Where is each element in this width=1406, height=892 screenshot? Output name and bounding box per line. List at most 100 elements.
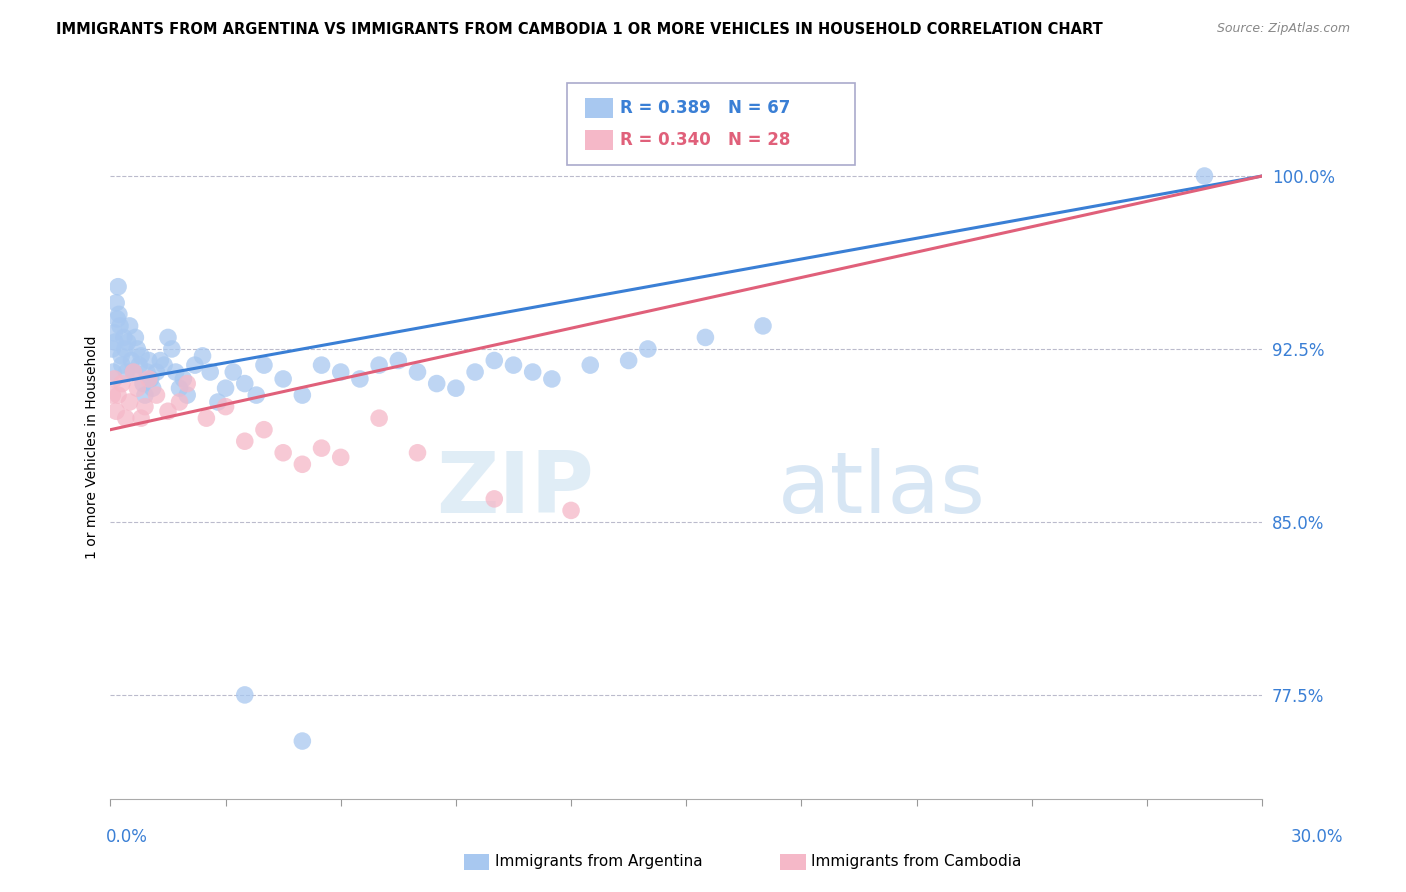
Point: [105, 312, 128, 326]
Point: [149, 353, 172, 368]
Point: [253, 423, 276, 437]
Point: [156, 404, 179, 418]
Point: [329, 365, 352, 379]
Point: [484, 491, 506, 506]
Point: [617, 353, 640, 368]
Point: [108, 307, 131, 321]
Point: [169, 381, 191, 395]
Point: [104, 334, 127, 349]
Point: [129, 349, 152, 363]
Point: [101, 342, 124, 356]
Point: [138, 372, 160, 386]
Point: [233, 688, 256, 702]
Point: [118, 395, 141, 409]
Text: Source: ZipAtlas.com: Source: ZipAtlas.com: [1216, 22, 1350, 36]
Point: [138, 353, 160, 368]
Point: [311, 358, 333, 372]
Point: [349, 372, 371, 386]
Point: [145, 365, 167, 379]
Point: [291, 388, 314, 402]
Point: [169, 395, 191, 409]
Point: [406, 446, 429, 460]
Point: [207, 395, 229, 409]
Text: R = 0.340   N = 28: R = 0.340 N = 28: [620, 131, 790, 149]
Point: [311, 441, 333, 455]
Point: [426, 376, 449, 391]
Point: [122, 365, 145, 379]
Point: [752, 318, 775, 333]
Point: [245, 388, 267, 402]
Point: [139, 372, 162, 386]
Point: [484, 353, 506, 368]
Point: [200, 365, 222, 379]
Text: IMMIGRANTS FROM ARGENTINA VS IMMIGRANTS FROM CAMBODIA 1 OR MORE VEHICLES IN HOUS: IMMIGRANTS FROM ARGENTINA VS IMMIGRANTS …: [56, 22, 1102, 37]
Point: [368, 411, 391, 425]
Point: [127, 342, 149, 356]
Point: [103, 326, 125, 340]
Point: [291, 457, 314, 471]
Point: [105, 404, 128, 418]
Point: [560, 503, 582, 517]
Point: [132, 376, 155, 391]
Point: [214, 381, 236, 395]
Point: [271, 446, 294, 460]
Text: R = 0.389   N = 67: R = 0.389 N = 67: [620, 99, 790, 117]
Point: [145, 388, 167, 402]
Point: [271, 372, 294, 386]
Point: [101, 388, 124, 402]
Point: [107, 388, 129, 402]
Point: [107, 279, 129, 293]
Point: [165, 365, 187, 379]
Point: [115, 365, 138, 379]
Point: [214, 400, 236, 414]
Point: [172, 372, 194, 386]
Point: [101, 365, 124, 379]
Point: [114, 411, 136, 425]
Point: [103, 372, 125, 386]
Text: atlas: atlas: [779, 448, 987, 531]
Point: [579, 358, 602, 372]
Point: [387, 353, 409, 368]
Point: [291, 734, 314, 748]
Point: [128, 358, 150, 372]
Point: [176, 388, 198, 402]
Point: [368, 358, 391, 372]
Point: [502, 358, 524, 372]
Text: 30.0%: 30.0%: [1291, 828, 1343, 846]
Point: [1194, 169, 1216, 183]
Text: Immigrants from Cambodia: Immigrants from Cambodia: [811, 855, 1022, 869]
Point: [111, 376, 134, 391]
Point: [122, 365, 145, 379]
Point: [253, 358, 276, 372]
Point: [329, 450, 352, 465]
Text: 0.0%: 0.0%: [105, 828, 148, 846]
Y-axis label: 1 or more Vehicles in Household: 1 or more Vehicles in Household: [86, 335, 100, 558]
Point: [184, 358, 207, 372]
Point: [444, 381, 467, 395]
Point: [695, 330, 717, 344]
Point: [118, 318, 141, 333]
Point: [105, 296, 128, 310]
Point: [129, 411, 152, 425]
Point: [124, 330, 146, 344]
Point: [406, 365, 429, 379]
Point: [541, 372, 564, 386]
Point: [121, 353, 143, 368]
Point: [110, 349, 132, 363]
Point: [195, 411, 218, 425]
Text: ZIP: ZIP: [436, 448, 595, 531]
Point: [114, 342, 136, 356]
Point: [233, 376, 256, 391]
Point: [108, 318, 131, 333]
Text: Immigrants from Argentina: Immigrants from Argentina: [495, 855, 703, 869]
Point: [127, 381, 149, 395]
Point: [233, 434, 256, 449]
Point: [135, 365, 157, 379]
Point: [222, 365, 245, 379]
Point: [134, 400, 156, 414]
Point: [134, 388, 156, 402]
Point: [156, 330, 179, 344]
Point: [637, 342, 659, 356]
Point: [191, 349, 214, 363]
Point: [111, 358, 134, 372]
